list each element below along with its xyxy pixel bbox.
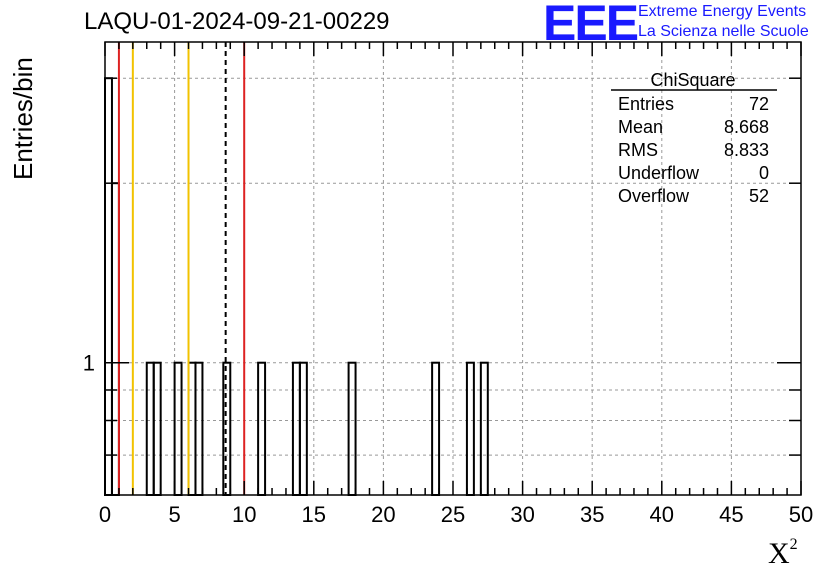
stats-value: 8.668: [724, 117, 769, 137]
histogram-bar: [479, 361, 489, 496]
x-tick-label: 10: [232, 502, 256, 527]
x-tick-label: 15: [302, 502, 326, 527]
x-tick-label: 50: [789, 502, 813, 527]
stats-value: 8.833: [724, 140, 769, 160]
logo-tagline-2: La Scienza nelle Scuole: [638, 23, 809, 40]
stats-label: RMS: [618, 140, 658, 160]
chart-title: LAQU-01-2024-09-21-00229: [84, 8, 390, 35]
stats-value: 72: [749, 94, 769, 114]
stats-label: Mean: [618, 117, 663, 137]
histogram-bar: [145, 361, 155, 496]
stats-value: 0: [759, 163, 769, 183]
x-tick-label: 20: [371, 502, 395, 527]
histogram-bar: [222, 361, 232, 496]
histogram-bar: [465, 361, 475, 496]
stats-box: ChiSquare Entries 72 Mean 8.668 RMS 8.833 Unde…: [611, 70, 777, 206]
x-axis-label-superscript: 2: [789, 536, 798, 553]
histogram-bar: [194, 361, 204, 496]
x-axis-label-base: X: [768, 537, 790, 570]
x-axis-label: X2: [768, 536, 798, 571]
x-tick-label: 40: [650, 502, 674, 527]
x-tick-label: 30: [510, 502, 534, 527]
eee-logo: EEE: [543, 0, 639, 51]
x-tick-label: 0: [99, 502, 111, 527]
histogram-bar: [152, 361, 162, 496]
stats-label: Underflow: [618, 163, 700, 183]
histogram-bar: [431, 361, 441, 496]
histogram-bar: [173, 361, 183, 496]
x-tick-labels: 0 5 10 15 20 25 30 35 40 45 50: [99, 502, 813, 527]
x-tick-label: 45: [719, 502, 743, 527]
stats-label: Overflow: [618, 186, 690, 206]
histogram-bar: [291, 361, 301, 496]
y-tick-labels: 1: [83, 351, 95, 376]
histogram-bar: [187, 361, 197, 496]
histogram-bar: [257, 361, 267, 496]
x-tick-label: 35: [580, 502, 604, 527]
y-tick-label: 1: [83, 351, 95, 376]
histogram-bars: [104, 77, 489, 497]
reference-lines: [117, 42, 246, 495]
stats-title: ChiSquare: [650, 70, 735, 90]
histogram-bar: [104, 77, 113, 497]
histogram-bar: [298, 361, 308, 496]
grid-lines: [105, 42, 801, 495]
x-tick-label: 5: [168, 502, 180, 527]
stats-value: 52: [749, 186, 769, 206]
histogram-bar: [110, 182, 120, 496]
histogram-bar: [347, 361, 357, 496]
logo-tagline-1: Extreme Energy Events: [638, 3, 807, 20]
x-tick-label: 25: [441, 502, 465, 527]
axis-ticks: [104, 42, 802, 495]
stats-label: Entries: [618, 94, 674, 114]
